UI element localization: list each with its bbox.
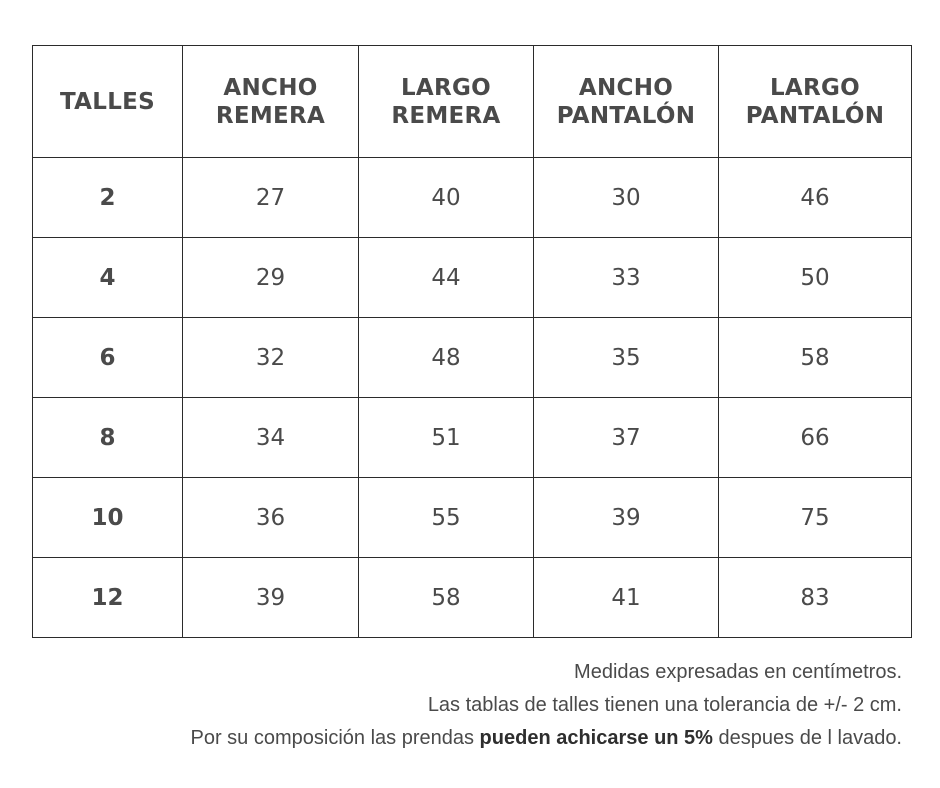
ancho-pantalon-cell: 33 <box>533 237 719 318</box>
shrinkage-note-emphasis: pueden achicarse un 5% <box>479 727 713 749</box>
table-row: 4 29 44 33 50 <box>32 237 912 318</box>
ancho-remera-cell: 29 <box>182 237 359 318</box>
size-cell: 6 <box>32 317 183 398</box>
largo-pantalon-cell: 75 <box>718 477 912 558</box>
ancho-pantalon-cell: 37 <box>533 397 719 478</box>
header-ancho-pantalon: ANCHO PANTALÓN <box>533 45 719 158</box>
ancho-remera-cell: 36 <box>182 477 359 558</box>
ancho-pantalon-cell: 41 <box>533 557 719 638</box>
units-note: Medidas expresadas en centímetros. <box>574 661 902 683</box>
size-cell: 10 <box>32 477 183 558</box>
table-row: 10 36 55 39 75 <box>32 477 912 558</box>
header-largo-remera: LARGO REMERA <box>358 45 534 158</box>
largo-pantalon-cell: 83 <box>718 557 912 638</box>
ancho-remera-cell: 27 <box>182 157 359 238</box>
largo-pantalon-cell: 58 <box>718 317 912 398</box>
table-row: 2 27 40 30 46 <box>32 157 912 238</box>
largo-remera-cell: 44 <box>358 237 534 318</box>
largo-remera-cell: 51 <box>358 397 534 478</box>
ancho-remera-cell: 34 <box>182 397 359 478</box>
header-ancho-remera: ANCHO REMERA <box>182 45 359 158</box>
shrinkage-note-end: despues de l lavado. <box>712 727 902 749</box>
header-largo-pantalon: LARGO PANTALÓN <box>718 45 912 158</box>
largo-pantalon-cell: 46 <box>718 157 912 238</box>
largo-remera-cell: 40 <box>358 157 534 238</box>
largo-remera-cell: 58 <box>358 557 534 638</box>
shrinkage-note-start: Por su composición las prendas <box>190 727 480 749</box>
largo-pantalon-cell: 50 <box>718 237 912 318</box>
ancho-remera-cell: 32 <box>182 317 359 398</box>
header-row: TALLES ANCHO REMERA LARGO REMERA ANCHO P… <box>32 45 912 158</box>
ancho-pantalon-cell: 35 <box>533 317 719 398</box>
size-cell: 8 <box>32 397 183 478</box>
size-cell: 2 <box>32 157 183 238</box>
largo-remera-cell: 48 <box>358 317 534 398</box>
ancho-pantalon-cell: 30 <box>533 157 719 238</box>
table-row: 8 34 51 37 66 <box>32 397 912 478</box>
ancho-pantalon-cell: 39 <box>533 477 719 558</box>
footnotes: Medidas expresadas en centímetros. Las t… <box>191 656 903 755</box>
largo-remera-cell: 55 <box>358 477 534 558</box>
size-cell: 12 <box>32 557 183 638</box>
header-talles: TALLES <box>32 45 183 158</box>
table-row: 12 39 58 41 83 <box>32 557 912 638</box>
shrinkage-note: Por su composición las prendas pueden ac… <box>191 722 903 755</box>
size-chart-table: TALLES ANCHO REMERA LARGO REMERA ANCHO P… <box>32 45 912 638</box>
tolerance-note: Las tablas de talles tienen una toleranc… <box>427 694 902 716</box>
ancho-remera-cell: 39 <box>182 557 359 638</box>
table-row: 6 32 48 35 58 <box>32 317 912 398</box>
size-cell: 4 <box>32 237 183 318</box>
largo-pantalon-cell: 66 <box>718 397 912 478</box>
